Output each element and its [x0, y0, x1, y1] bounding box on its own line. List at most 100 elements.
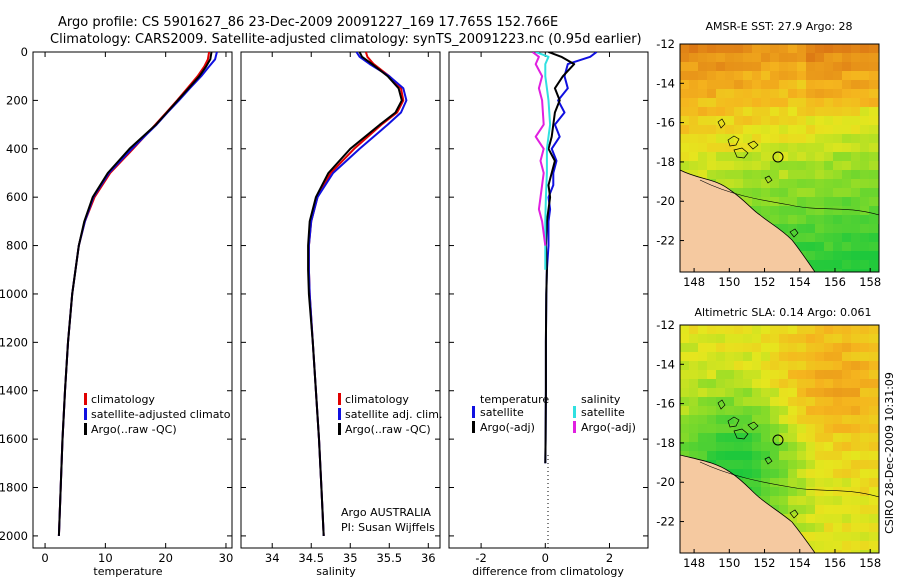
field-cell [779, 107, 789, 117]
field-cell [752, 460, 762, 470]
field-cell [761, 397, 771, 407]
field-cell [779, 424, 789, 434]
sla-map [680, 325, 879, 553]
field-cell [734, 424, 744, 434]
field-cell [770, 460, 780, 470]
field-cell [842, 269, 852, 272]
field-cell [806, 161, 816, 171]
field-cell [842, 233, 852, 243]
field-cell [851, 397, 861, 407]
field-cell [833, 224, 843, 234]
field-cell [842, 107, 852, 117]
field-cell [869, 352, 879, 362]
field-cell [734, 469, 744, 479]
field-cell [806, 451, 816, 461]
field-cell [779, 406, 789, 416]
field-cell [797, 170, 807, 180]
salinity-series [307, 52, 408, 536]
field-cell [797, 98, 807, 108]
field-cell [779, 379, 789, 389]
field-cell [860, 125, 870, 135]
field-cell [743, 325, 753, 335]
field-cell [680, 343, 690, 353]
field-cell [860, 370, 870, 380]
field-cell [752, 71, 762, 81]
field-cell [797, 325, 807, 335]
field-cell [806, 125, 816, 135]
field-cell [716, 125, 726, 135]
field-cell [779, 80, 789, 90]
field-cell [698, 415, 708, 425]
field-cell [770, 206, 780, 216]
field-cell [869, 134, 879, 144]
field-cell [725, 143, 735, 153]
field-cell [824, 107, 834, 117]
field-cell [788, 89, 798, 99]
field-cell [770, 98, 780, 108]
field-cell [689, 334, 699, 344]
field-cell [680, 352, 690, 362]
field-cell [851, 352, 861, 362]
field-cell [815, 478, 825, 488]
field-cell [770, 62, 780, 72]
field-cell [680, 53, 690, 63]
field-cell [860, 53, 870, 63]
field-cell [860, 233, 870, 243]
field-cell [752, 370, 762, 380]
field-cell [716, 161, 726, 171]
y-tick-label: -14 [656, 76, 675, 90]
field-cell [806, 469, 816, 479]
field-cell [842, 143, 852, 153]
field-cell [698, 71, 708, 81]
field-cell [824, 44, 834, 54]
salinity-axes-frame [240, 51, 441, 549]
field-cell [806, 233, 816, 243]
field-cell [824, 224, 834, 234]
field-cell [743, 125, 753, 135]
field-cell [815, 523, 825, 533]
field-cell [851, 44, 861, 54]
field-cell [824, 523, 834, 533]
field-cell [824, 134, 834, 144]
field-cell [824, 197, 834, 207]
field-cell [869, 188, 879, 198]
field-cell [842, 242, 852, 252]
field-cell [833, 541, 843, 551]
x-tick-label: 30 [219, 551, 234, 565]
field-cell [734, 370, 744, 380]
field-cell [752, 442, 762, 452]
y-tick-label: 2000 [0, 529, 28, 543]
argo-position-marker [772, 434, 784, 446]
field-cell [860, 206, 870, 216]
field-cell [725, 89, 735, 99]
field-cell [806, 325, 816, 335]
field-cell [788, 224, 798, 234]
field-cell [833, 523, 843, 533]
field-cell [761, 44, 771, 54]
field-cell [680, 370, 690, 380]
field-cell [824, 478, 834, 488]
field-cell [689, 352, 699, 362]
field-cell [725, 370, 735, 380]
field-cell [815, 224, 825, 234]
field-cell [761, 370, 771, 380]
field-cell [698, 433, 708, 443]
field-cell [779, 334, 789, 344]
field-cell [869, 89, 879, 99]
depth-contour [699, 179, 879, 216]
field-cell [806, 260, 816, 270]
field-cell [761, 442, 771, 452]
field-cell [689, 98, 699, 108]
difference-ticks: -2 0 2 [449, 51, 648, 565]
field-cell [851, 361, 861, 371]
field-cell [752, 379, 762, 389]
field-cell [680, 388, 690, 398]
field-cell [833, 370, 843, 380]
field-cell [725, 152, 735, 162]
field-cell [680, 62, 690, 72]
x-tick-label: 34 [265, 551, 280, 565]
field-cell [860, 505, 870, 515]
field-cell [806, 478, 816, 488]
field-cell [806, 53, 816, 63]
field-cell [851, 215, 861, 225]
